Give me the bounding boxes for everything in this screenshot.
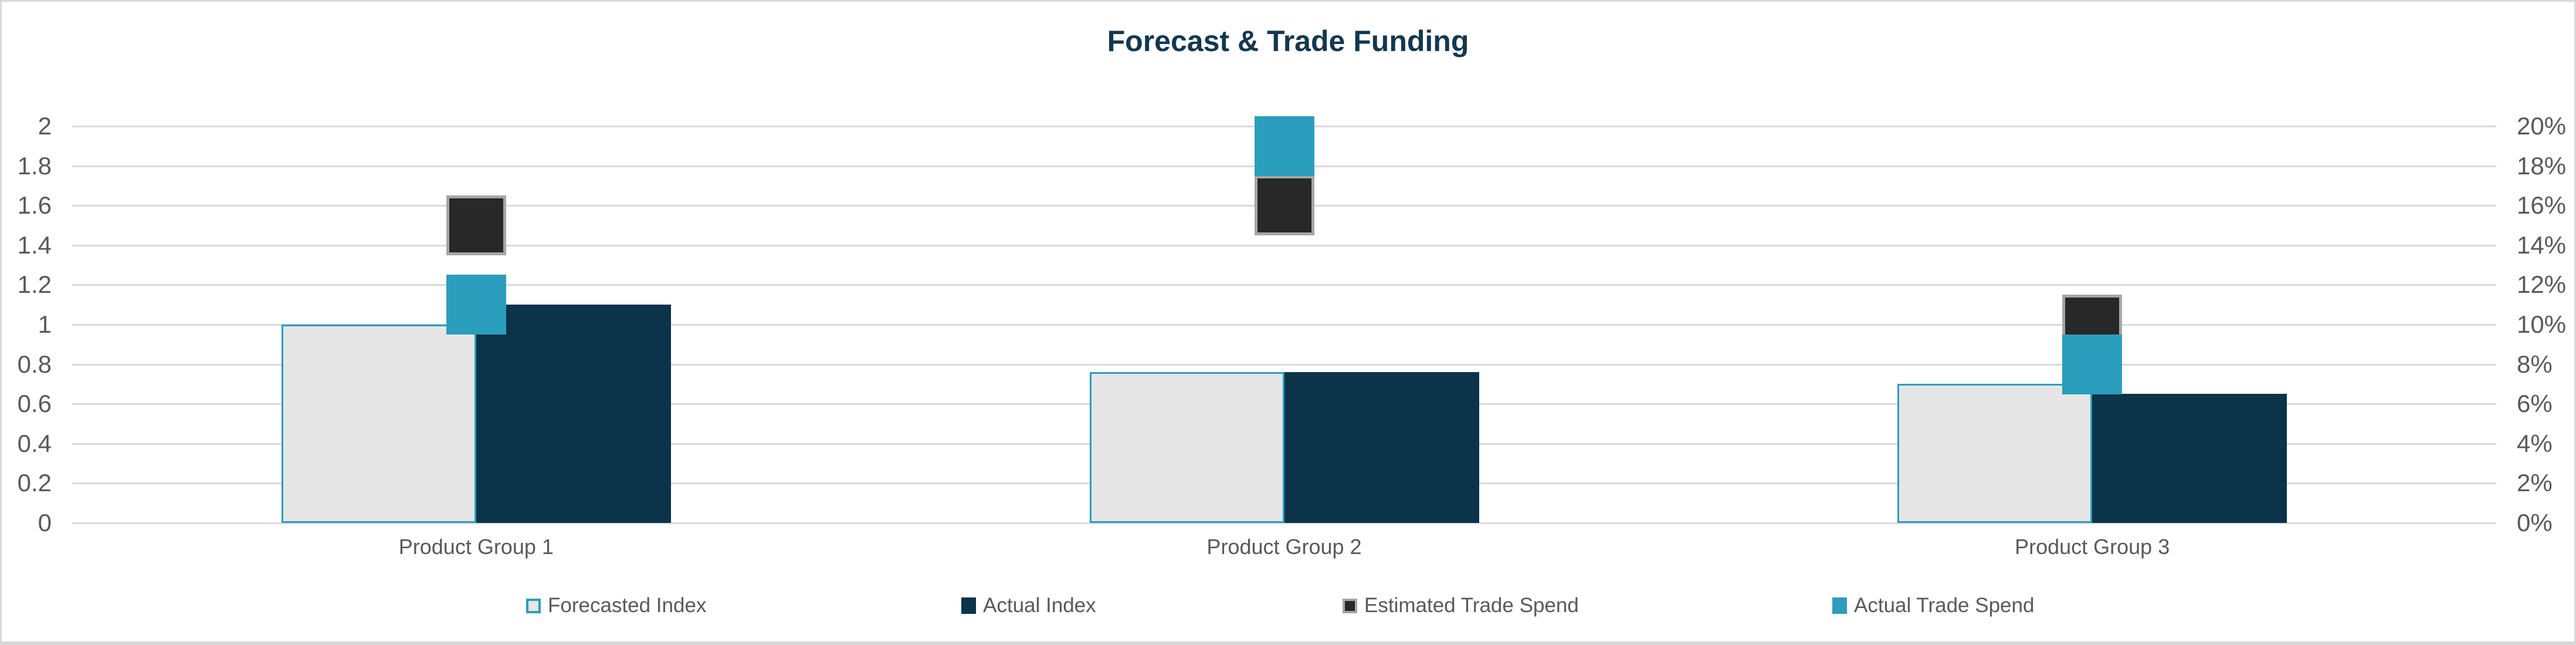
bar-forecasted-index [1089, 372, 1284, 523]
left-axis-tick: 1.4 [17, 231, 52, 259]
marker-actual-trade-spend [446, 275, 506, 335]
left-axis-tick: 0.4 [17, 429, 52, 457]
category-label: Product Group 3 [2015, 535, 2170, 559]
legend-label: Actual Trade Spend [1854, 594, 2035, 617]
right-axis-tick: 6% [2517, 390, 2553, 418]
gridline [72, 244, 2496, 246]
category-label: Product Group 1 [398, 535, 554, 559]
right-axis-tick: 12% [2517, 271, 2567, 299]
gridline [72, 363, 2496, 366]
right-axis-tick: 14% [2517, 231, 2567, 259]
right-axis-tick: 0% [2517, 509, 2553, 536]
left-axis-tick: 0.6 [17, 390, 52, 418]
gridline [72, 522, 2496, 524]
bar-forecasted-index [281, 325, 476, 523]
right-axis-tick: 8% [2517, 350, 2553, 378]
legend-item-estimated-trade-spend: Estimated Trade Spend [1343, 590, 1579, 621]
legend-swatch [526, 598, 541, 613]
legend-swatch [1343, 598, 1357, 613]
bar-actual-index [1284, 372, 1479, 523]
right-axis-tick: 20% [2517, 112, 2567, 140]
legend-label: Forecasted Index [548, 594, 707, 617]
chart-title: Forecast & Trade Funding [1107, 25, 1469, 58]
left-axis-tick: 2 [38, 112, 52, 140]
category-label: Product Group 2 [1206, 535, 1362, 559]
bar-actual-index [476, 305, 671, 523]
right-axis-tick: 4% [2517, 429, 2553, 457]
legend-swatch [961, 597, 976, 614]
marker-actual-trade-spend [2062, 334, 2123, 394]
gridline [72, 324, 2496, 326]
marker-actual-trade-spend [1254, 116, 1314, 176]
left-axis-tick: 0.2 [17, 469, 52, 497]
legend-swatch [1832, 597, 1847, 614]
gridline [72, 284, 2496, 286]
marker-estimated-trade-spend [1254, 175, 1314, 236]
left-axis-tick: 1.2 [17, 271, 52, 299]
left-axis-tick: 1.6 [17, 191, 52, 219]
legend-item-forecasted-index: Forecasted Index [526, 590, 706, 621]
legend-item-actual-trade-spend: Actual Trade Spend [1832, 590, 2034, 621]
left-axis-tick: 0.8 [17, 350, 52, 378]
left-axis-tick: 1.8 [17, 151, 52, 180]
right-axis-tick: 2% [2517, 469, 2553, 497]
bar-actual-index [2092, 394, 2287, 523]
right-axis-tick: 10% [2517, 310, 2567, 338]
legend-label: Actual Index [983, 594, 1096, 617]
legend-label: Estimated Trade Spend [1364, 594, 1579, 617]
right-axis-tick: 18% [2517, 151, 2567, 180]
left-axis-tick: 0 [38, 509, 52, 536]
legend-item-actual-index: Actual Index [961, 590, 1096, 621]
marker-estimated-trade-spend [446, 195, 506, 255]
bar-forecasted-index [1897, 384, 2093, 523]
left-axis-tick: 1 [38, 310, 52, 338]
right-axis-tick: 16% [2517, 191, 2567, 219]
